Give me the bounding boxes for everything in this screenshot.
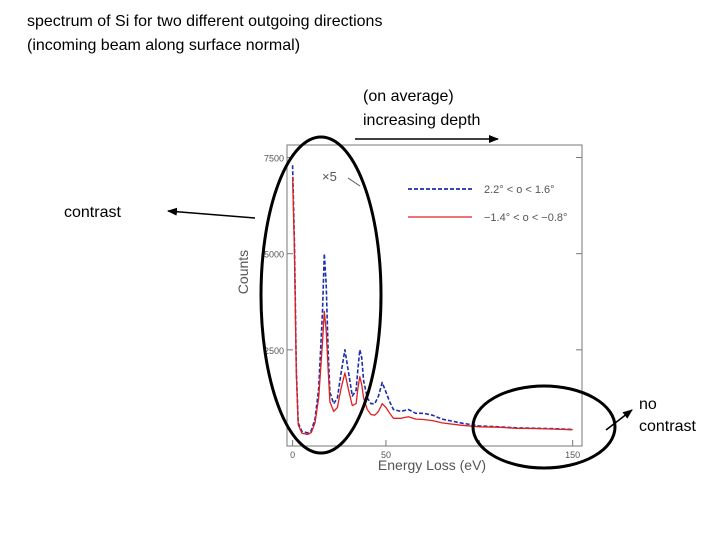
y-axis-label: Counts [235,250,251,294]
plot-frame [286,144,583,447]
scale-factor-label: ×5 [322,169,337,184]
x-tick-label: 0 [290,450,295,460]
legend: 2.2° < o < 1.6° −1.4° < o < −0.8° [408,184,567,224]
no-contrast-annotation-line-1: no [639,396,657,413]
depth-annotation-line-1: (on average) [363,88,454,105]
no-contrast-annotation-line-2: contrast [639,418,696,435]
x-tick-label: 50 [381,450,391,460]
x-tick-marks [292,440,574,446]
series-line-2 [291,176,573,436]
contrast-region-ellipse [259,135,383,455]
y-tick-label: 7500 [264,154,284,164]
y-tick-label: 2500 [264,346,284,356]
y-tick-labels: 2500 5000 7500 [264,154,284,356]
slide-title-line-2: (incoming beam along surface normal) [27,37,301,54]
legend-label-series-1: 2.2° < o < 1.6° [484,184,555,196]
scale-factor-pointer [347,177,361,187]
contrast-arrow [167,207,256,219]
x-tick-label: 150 [565,450,580,460]
x-axis-label: Energy Loss (eV) [378,457,486,473]
no-contrast-region-ellipse [471,384,617,470]
y-tick-label: 5000 [264,250,284,260]
legend-label-series-2: −1.4° < o < −0.8° [484,212,567,224]
contrast-annotation: contrast [64,204,121,221]
x-tick-labels: 0 50 150 [290,450,580,460]
series-layer [291,165,573,436]
series-line-1 [291,165,573,434]
depth-annotation-line-2: increasing depth [363,112,481,129]
slide-title-line-1: spectrum of Si for two different outgoin… [27,13,383,30]
no-contrast-arrow [605,409,633,431]
